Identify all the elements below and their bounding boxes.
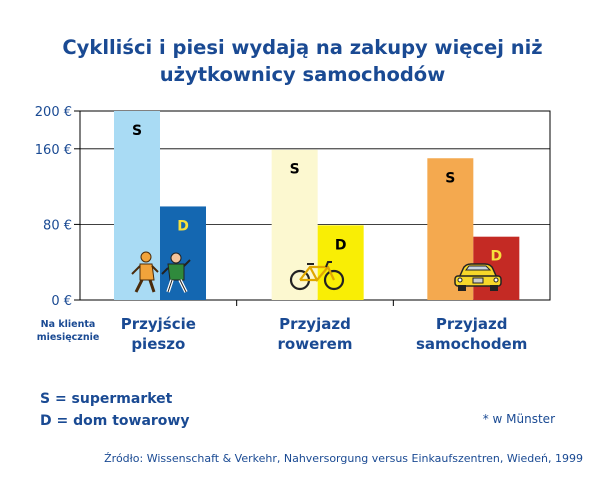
bar-label-s: S (290, 162, 300, 178)
chart-title: Cyklliści i piesi wydają na zakupy więce… (0, 34, 605, 88)
car-icon (454, 263, 502, 291)
y-tick-label: 0 € (51, 294, 72, 309)
category-label: samochodem (416, 335, 527, 353)
pedestrians-icon (131, 251, 191, 293)
legend-item-s: S = supermarket (40, 391, 173, 407)
y-tick-label: 80 € (43, 218, 72, 233)
bicycle-icon (289, 261, 345, 291)
bar-label-d: D (335, 237, 347, 253)
y-note-label: Na klienta (41, 319, 96, 330)
chart-title-line1: Cyklliści i piesi wydają na zakupy więce… (62, 36, 543, 59)
source-citation: Źródło: Wissenschaft & Verkehr, Nahverso… (104, 452, 583, 465)
category-label: Przyjazd (436, 315, 508, 333)
bar-label-d: D (177, 218, 189, 234)
legend: S = supermarket D = dom towarowy (40, 388, 189, 432)
category-label: Przyjazd (279, 315, 351, 333)
bar-label-d: D (491, 249, 503, 265)
legend-item-d: D = dom towarowy (40, 413, 190, 429)
y-note-label: miesięcznie (37, 332, 100, 343)
chart-title-line2: użytkownicy samochodów (159, 63, 446, 86)
category-label: pieszo (131, 335, 185, 353)
bar-label-s: S (445, 170, 455, 186)
category-label: rowerem (278, 335, 353, 353)
bar-label-s: S (132, 123, 142, 139)
y-tick-label: 160 € (35, 143, 72, 158)
footnote: * w Münster (482, 412, 555, 426)
category-label: Przyjście (121, 315, 196, 333)
y-tick-label: 200 € (35, 105, 72, 120)
bar-s (271, 149, 318, 300)
